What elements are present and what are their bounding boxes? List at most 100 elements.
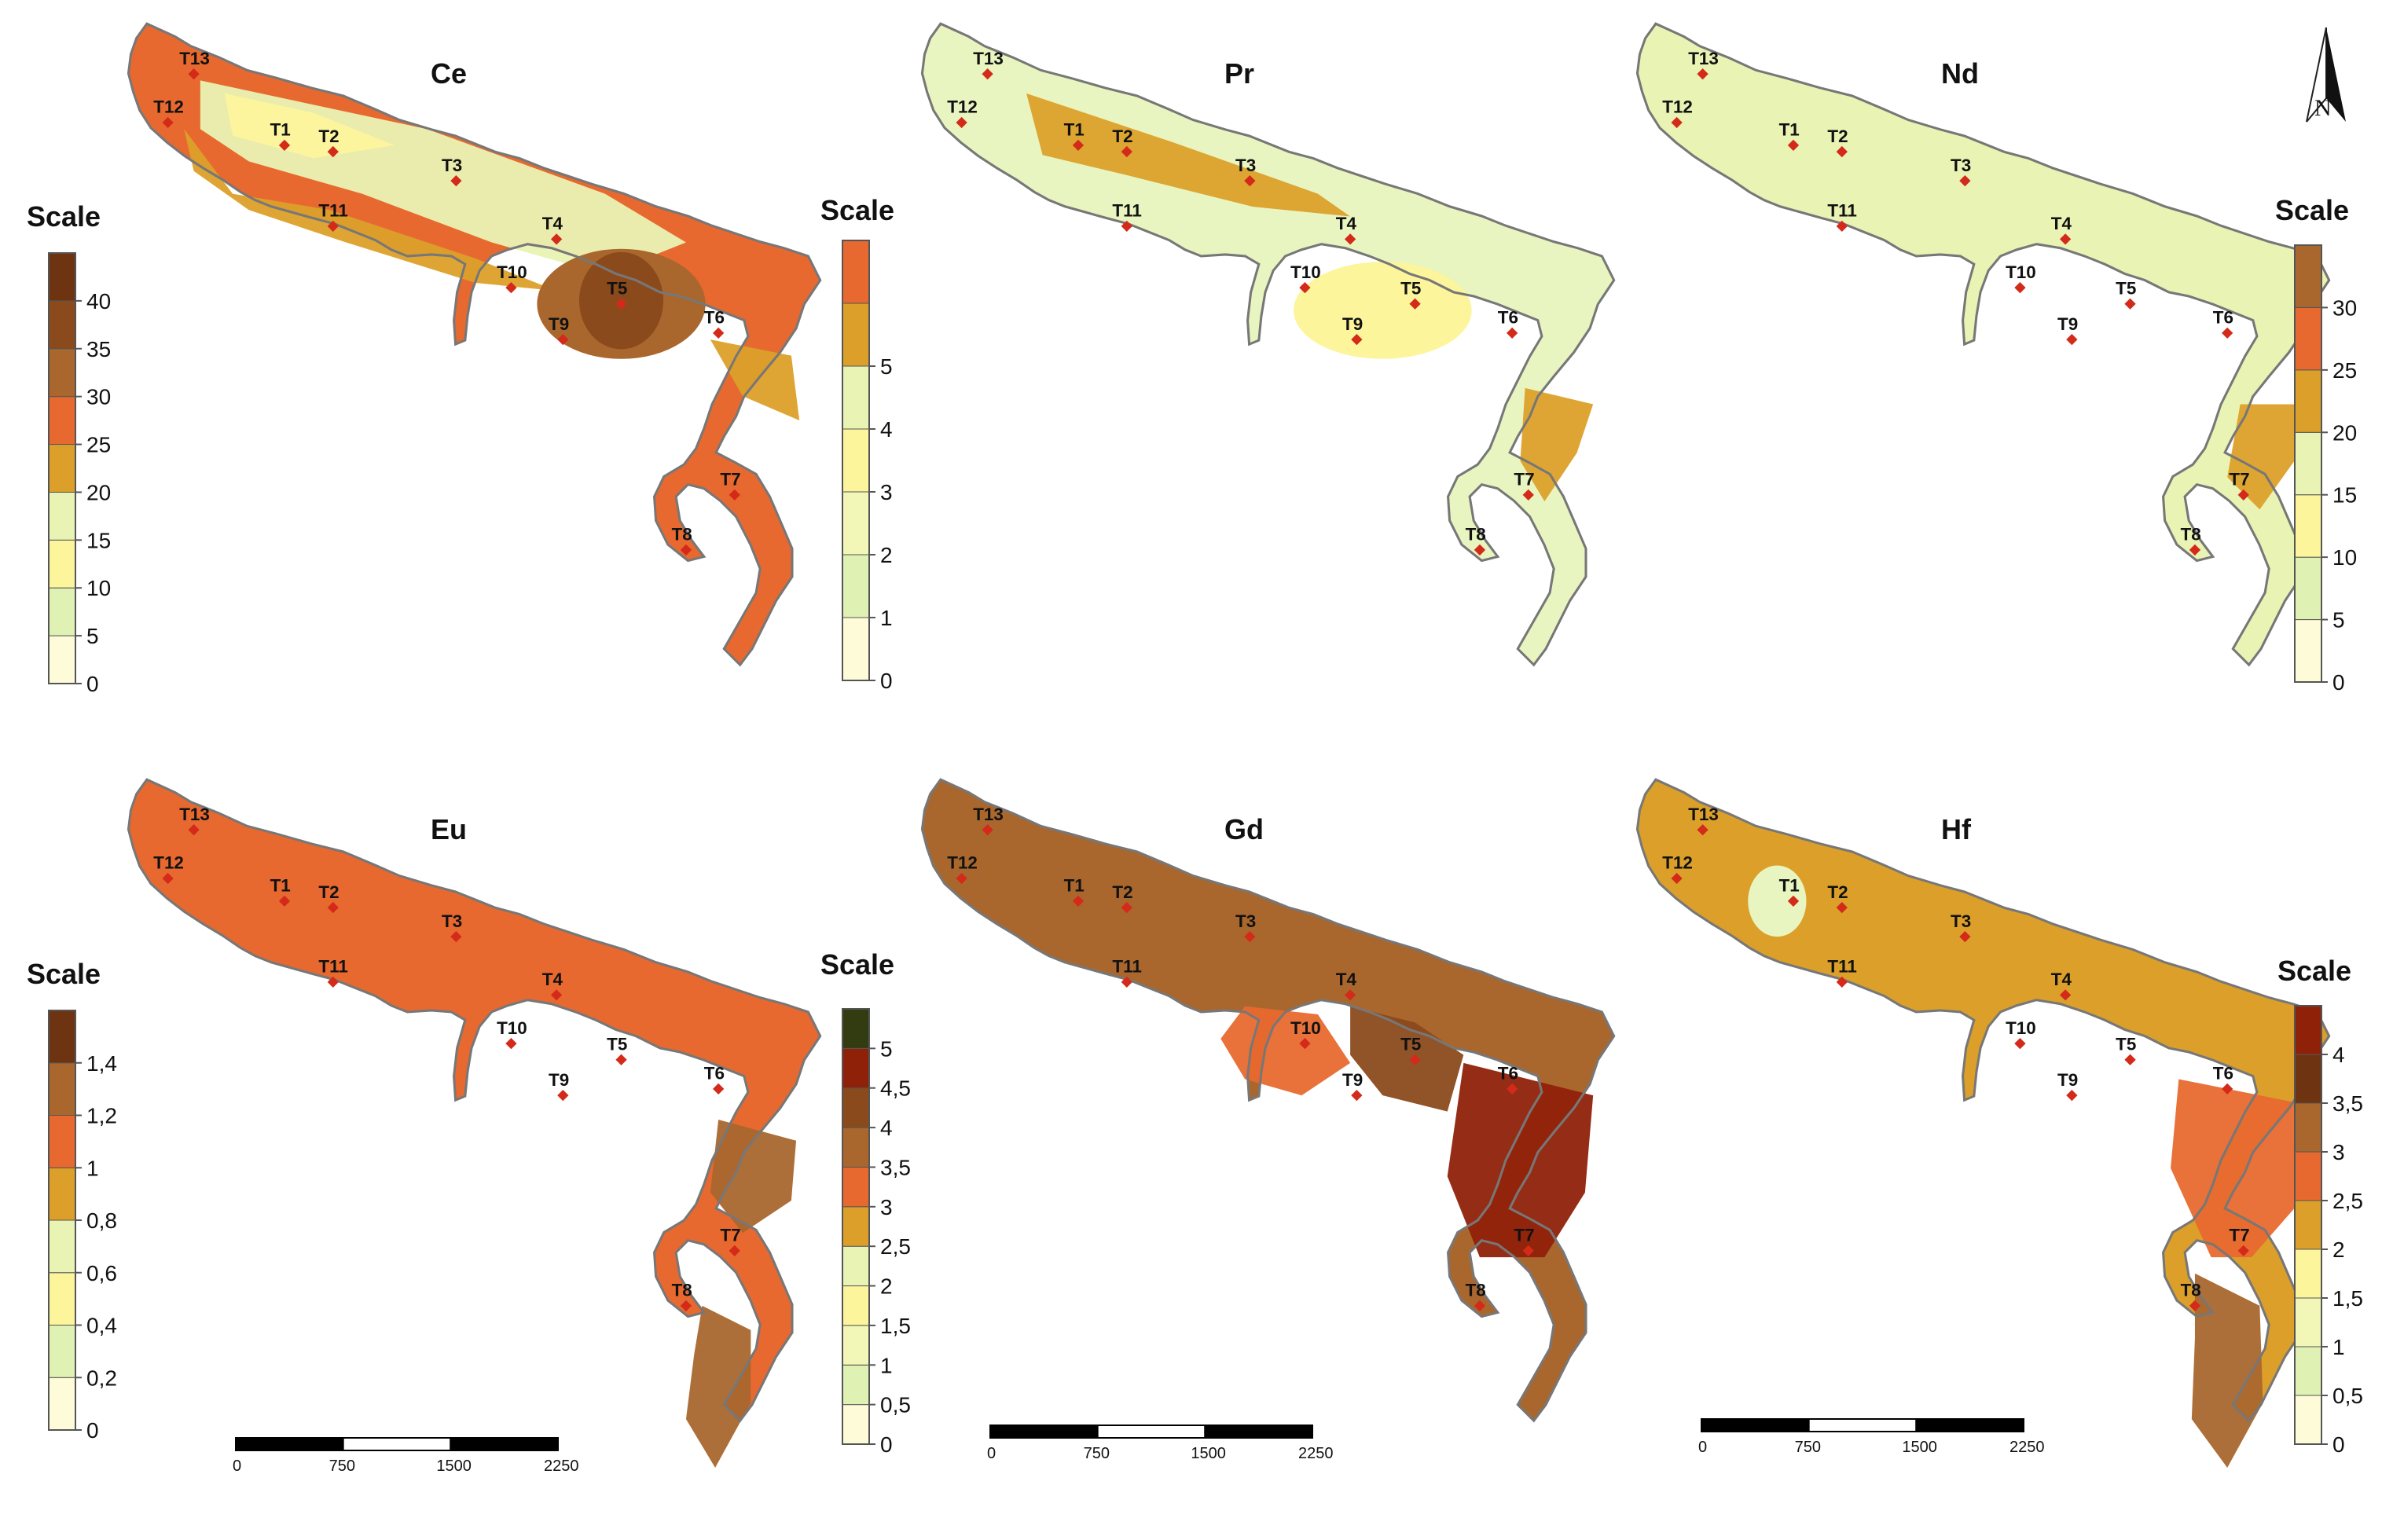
scale-swatch: [2294, 1054, 2322, 1104]
scale-tick-label: 0: [880, 1432, 893, 1457]
map-panel-pr: Pr T1 T2 T3 T4 T5 T6 T7 T8 T9 T10 T11 T12 T13 Scale …: [820, 22, 1616, 693]
lake-map: T1 T2 T3 T4 T5 T6 T7 T8 T9 T10 T11 T12 T13: [1635, 22, 2331, 666]
scale-tick-label: 0,6: [86, 1261, 117, 1285]
scale-swatch: [2294, 1102, 2322, 1153]
station-marker: [2222, 327, 2233, 339]
station-label: T11: [1827, 957, 1856, 977]
station-marker: [327, 220, 339, 232]
station-label: T12: [1662, 853, 1693, 873]
scalebar-label: 1500: [1191, 1445, 1226, 1462]
scale-swatch: [842, 428, 870, 493]
scale-tick-label: 2,5: [2332, 1189, 2363, 1213]
scale-tick-label: 2: [2332, 1238, 2345, 1262]
station-marker: [1344, 989, 1356, 1001]
concentration-zone: [1220, 1006, 1351, 1096]
scale-title: Scale: [2275, 194, 2349, 226]
station-marker: [1697, 68, 1709, 80]
scale-tick-label: 4: [880, 417, 893, 442]
station-marker: [1787, 895, 1800, 907]
scalebar-label: 750: [329, 1458, 355, 1475]
station-marker: [1409, 1054, 1421, 1065]
scale-title: Scale: [27, 958, 101, 990]
station-label: T7: [1514, 470, 1534, 490]
scale-frame: [842, 1008, 870, 1445]
concentration-zone: [710, 339, 800, 421]
concentration-zone: [1350, 1006, 1464, 1112]
station-label: T2: [318, 126, 339, 146]
lake-base: [1637, 24, 2329, 666]
scale-tick-label: 1,5: [880, 1314, 911, 1338]
scale-tick-label: 5: [2332, 608, 2345, 632]
scale-swatch: [842, 1404, 870, 1445]
station-marker: [1697, 824, 1709, 836]
scale-tick-label: 0,5: [2332, 1384, 2363, 1408]
scale-swatch: [2294, 1151, 2322, 1201]
scale-swatch: [842, 1127, 870, 1168]
station-label: T9: [549, 314, 569, 334]
scale-tick-label: 2: [880, 543, 893, 567]
station-label: T12: [947, 853, 978, 873]
station-marker: [680, 544, 692, 556]
station-markers: T1 T2 T3 T4 T5 T6 T7 T8 T9 T10 T11 T12 T13: [153, 49, 741, 556]
panel-title: Hf: [1941, 813, 1972, 845]
scale-tick-label: 3,5: [880, 1155, 911, 1179]
scale-swatch: [842, 1206, 870, 1247]
station-label: T1: [1779, 120, 1800, 140]
scale-legend: Scale 0 5 10 15 20 25 30 35 40: [27, 200, 111, 696]
station-marker: [2124, 298, 2136, 310]
station-marker: [1244, 931, 1256, 943]
station-label: T13: [1688, 805, 1719, 824]
scale-swatch: [2294, 244, 2322, 308]
scale-tick-label: 4,5: [880, 1076, 911, 1101]
scale-swatch: [2294, 1297, 2322, 1348]
scalebar-segment: [1808, 1418, 1918, 1432]
station-label: T6: [2213, 1064, 2233, 1084]
map-panel-hf: Hf T1 T2 T3 T4 T5 T6 T7 T8 T9 T10 T11 T12 T13 Scale …: [1635, 778, 2363, 1468]
scale-tick-label: 0: [2332, 1432, 2345, 1457]
station-label: T13: [179, 49, 210, 68]
scalebar-segment: [1096, 1424, 1206, 1439]
station-marker: [2237, 1245, 2249, 1257]
station-marker: [450, 175, 462, 187]
station-marker: [2014, 282, 2026, 294]
scale-swatch: [842, 1364, 870, 1406]
scale-swatch: [842, 1245, 870, 1287]
station-marker: [1836, 145, 1848, 158]
lake-map: T1 T2 T3 T4 T5 T6 T7 T8 T9 T10 T11 T12 T13: [1635, 778, 2331, 1468]
station-label: T8: [2181, 1281, 2201, 1300]
scalebar-label: 2250: [1298, 1445, 1334, 1462]
scale-swatch: [48, 1115, 76, 1168]
scale-swatch: [842, 302, 870, 367]
scale-tick-label: 2: [880, 1274, 893, 1299]
station-label: T3: [1951, 911, 1971, 931]
station-marker: [1409, 298, 1421, 310]
scale-title: Scale: [820, 194, 894, 226]
map-panel-nd: Nd T1 T2 T3 T4 T5 T6 T7 T8 T9 T10 T11 T12 T13 Scale …: [1635, 22, 2357, 695]
scale-tick-label: 0,8: [86, 1208, 117, 1233]
concentration-zone: [685, 1305, 751, 1468]
station-marker: [2124, 1054, 2136, 1065]
station-label: T2: [1827, 126, 1848, 146]
station-label: T13: [179, 805, 210, 824]
scale-swatch: [842, 617, 870, 681]
scale-tick-label: 40: [86, 289, 111, 314]
scale-tick-label: 2,5: [880, 1234, 911, 1259]
station-marker: [615, 298, 627, 310]
north-arrow-icon-dark: [2326, 28, 2346, 122]
scale-swatch: [842, 240, 870, 304]
scale-tick-label: 1: [880, 606, 893, 630]
scale-swatch: [842, 554, 870, 618]
scale-swatch: [48, 1219, 76, 1274]
scale-legend: Scale 0 5 10 15 20 25 30: [2275, 194, 2357, 695]
station-marker: [2066, 1089, 2078, 1102]
map-panel-gd: Gd T1 T2 T3 T4 T5 T6 T7 T8 T9 T10 T11 T12 T13 Scale …: [820, 778, 1616, 1462]
scale-swatch: [2294, 494, 2322, 558]
station-marker: [188, 68, 200, 80]
station-label: T4: [542, 970, 563, 989]
station-label: T2: [318, 882, 339, 902]
scale-tick-label: 0: [86, 1418, 99, 1443]
scale-tick-label: 20: [86, 480, 111, 504]
scale-tick-label: 1,2: [86, 1104, 117, 1128]
station-marker: [680, 1300, 692, 1312]
scale-legend: Scale 0 0,5 1 1,5 2 2,5 3 3,5 4: [2277, 955, 2363, 1457]
